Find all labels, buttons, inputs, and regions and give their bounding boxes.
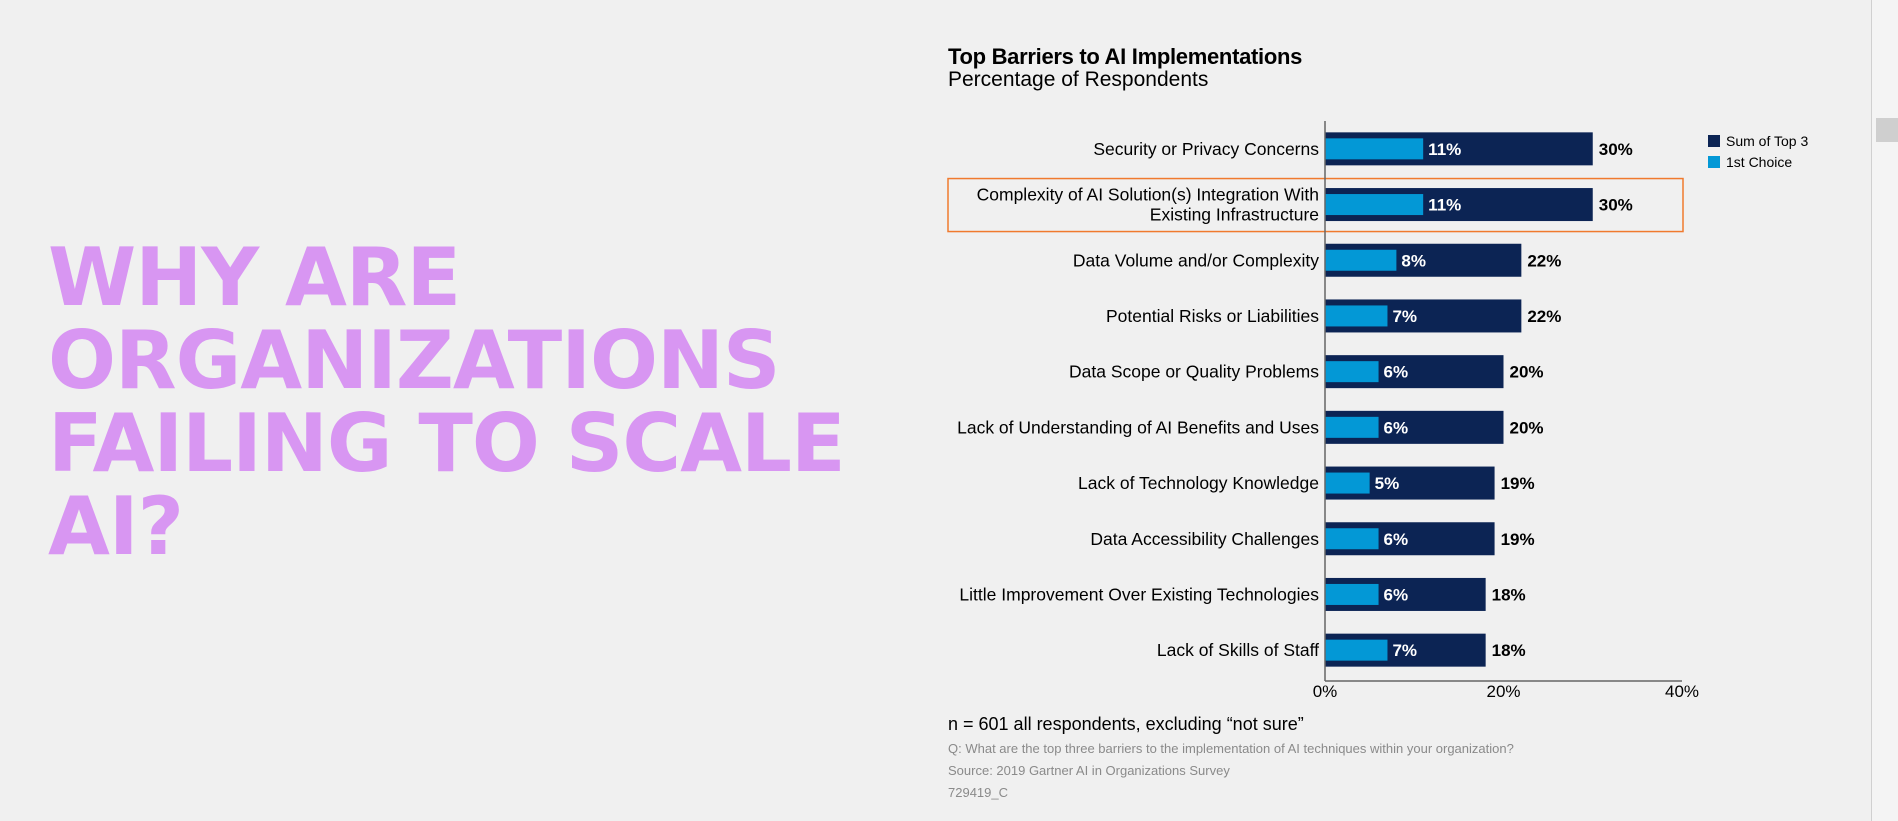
legend-label: 1st Choice: [1726, 153, 1793, 170]
chart-title: Top Barriers to AI Implementations: [948, 44, 1303, 69]
data-label-sum-top3: 30%: [1599, 140, 1633, 159]
data-label-sum-top3: 20%: [1510, 363, 1544, 382]
headline-line: FAILING TO SCALE: [48, 397, 846, 490]
data-label-first-choice: 7%: [1392, 307, 1417, 326]
headline-line: ORGANIZATIONS: [48, 314, 781, 407]
bar-first-choice: [1325, 138, 1424, 160]
figure-id: 729419_C: [948, 785, 1008, 800]
bar-first-choice: [1325, 305, 1388, 327]
legend-swatch-sum-top3: [1708, 134, 1720, 147]
category-label: Lack of Technology Knowledge: [1078, 473, 1319, 493]
bar-first-choice: [1325, 361, 1379, 383]
category-label: Data Scope or Quality Problems: [1069, 362, 1319, 382]
data-label-sum-top3: 18%: [1492, 585, 1526, 604]
headline: WHY ARE ORGANIZATIONS FAILING TO SCALE A…: [48, 231, 846, 573]
data-label-first-choice: 11%: [1428, 196, 1461, 215]
data-label-sum-top3: 22%: [1527, 307, 1561, 326]
category-label: Data Volume and/or Complexity: [1073, 250, 1319, 270]
bar-first-choice: [1325, 416, 1379, 438]
headline-line: WHY ARE: [48, 231, 461, 324]
data-label-first-choice: 7%: [1392, 641, 1417, 660]
data-label-first-choice: 5%: [1375, 474, 1400, 493]
category-label: Security or Privacy Concerns: [1093, 139, 1319, 159]
bar-first-choice: [1325, 583, 1379, 605]
legend-swatch-first-choice: [1708, 155, 1720, 168]
bar-first-choice: [1325, 249, 1397, 271]
scrollbar-thumb[interactable]: [1876, 118, 1898, 142]
data-label-sum-top3: 30%: [1599, 196, 1633, 215]
category-label: Little Improvement Over Existing Technol…: [959, 584, 1319, 604]
category-label: Data Accessibility Challenges: [1090, 529, 1319, 549]
legend-label: Sum of Top 3: [1726, 132, 1809, 149]
vertical-scrollbar[interactable]: [1871, 0, 1898, 821]
category-label: Potential Risks or Liabilities: [1106, 306, 1319, 326]
category-label: Complexity of AI Solution(s) Integration…: [977, 185, 1319, 205]
legend-item-first-choice: 1st Choice: [1708, 151, 1808, 172]
sample-note: n = 601 all respondents, excluding “not …: [948, 714, 1304, 734]
category-label: Existing Infrastructure: [1150, 205, 1319, 225]
x-tick-label: 0%: [1313, 682, 1338, 701]
category-label: Lack of Understanding of AI Benefits and…: [957, 417, 1319, 437]
legend-item-sum-top3: Sum of Top 3: [1708, 130, 1808, 151]
data-label-first-choice: 8%: [1401, 251, 1426, 270]
data-label-sum-top3: 20%: [1510, 418, 1544, 437]
chart-subtitle: Percentage of Respondents: [948, 68, 1209, 91]
data-label-first-choice: 11%: [1428, 140, 1461, 159]
data-label-sum-top3: 19%: [1501, 474, 1535, 493]
bar-first-choice: [1325, 472, 1370, 494]
chart-legend: Sum of Top 3 1st Choice: [1708, 130, 1808, 172]
data-label-first-choice: 6%: [1384, 530, 1409, 549]
source-line: Source: 2019 Gartner AI in Organizations…: [948, 763, 1230, 778]
data-label-sum-top3: 19%: [1501, 530, 1535, 549]
category-label: Lack of Skills of Staff: [1157, 640, 1319, 660]
data-label-first-choice: 6%: [1384, 585, 1409, 604]
data-label-sum-top3: 22%: [1527, 251, 1561, 270]
headline-line: AI?: [48, 480, 184, 573]
bar-first-choice: [1325, 194, 1424, 216]
bar-first-choice: [1325, 639, 1388, 661]
data-label-first-choice: 6%: [1384, 418, 1409, 437]
x-tick-label: 20%: [1486, 682, 1520, 701]
bar-first-choice: [1325, 528, 1379, 550]
survey-question: Q: What are the top three barriers to th…: [948, 741, 1514, 756]
highlight-box: [947, 177, 1684, 233]
data-label-first-choice: 6%: [1384, 363, 1409, 382]
data-label-sum-top3: 18%: [1492, 641, 1526, 660]
x-tick-label: 40%: [1665, 682, 1699, 701]
